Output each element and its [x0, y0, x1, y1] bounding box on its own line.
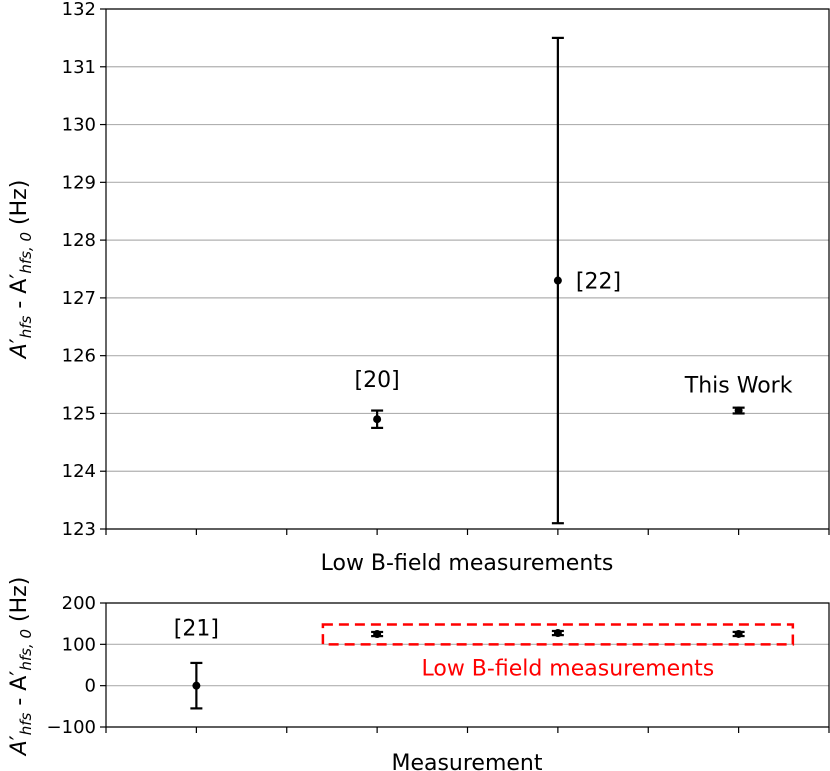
- bottom-x-ticks: [105, 727, 830, 733]
- data-point: [192, 681, 201, 690]
- top-x-axis-label: Low B-field measurements: [321, 551, 614, 576]
- point-label: [20]: [355, 368, 400, 393]
- y-tick-label: 130: [62, 115, 96, 136]
- top-y-ticks: 123 124 125 126 127 128 129 130 131 132: [62, 0, 106, 540]
- data-point: [734, 406, 743, 415]
- y-tick-label: 124: [62, 461, 96, 482]
- top-panel: 123 124 125 126 127 128 129 130 131 132 [20] [22] T…: [7, 0, 830, 576]
- top-x-ticks: [105, 529, 830, 535]
- y-tick-label: −100: [47, 717, 96, 738]
- y-tick-label: 0: [85, 676, 96, 697]
- data-point: [553, 629, 562, 638]
- y-tick-label: 126: [62, 346, 96, 367]
- top-plot-frame: [105, 8, 830, 530]
- y-tick-label: 132: [62, 0, 96, 20]
- y-tick-label: 123: [62, 519, 96, 540]
- low-b-field-box: [321, 623, 795, 646]
- top-y-axis-label: A′hfs - A′hfs, 0 (Hz): [7, 180, 35, 361]
- y-tick-label: 131: [62, 57, 96, 78]
- y-tick-label: 128: [62, 230, 96, 251]
- bottom-x-axis-label: Measurement: [391, 751, 542, 771]
- top-points: [20] [22] This Work: [355, 36, 793, 525]
- point-label: [22]: [576, 270, 621, 295]
- bottom-panel: −100 0 100 200 Low B-field measurements [21…: [7, 577, 830, 771]
- y-tick-label: 200: [62, 593, 96, 614]
- data-point: [373, 415, 382, 424]
- data-point: [373, 630, 382, 639]
- y-tick-label: 129: [62, 172, 96, 193]
- bottom-points: [21]: [174, 617, 745, 710]
- y-tick-label: 100: [62, 634, 96, 655]
- data-point: [734, 629, 743, 638]
- y-tick-label: 125: [62, 403, 96, 424]
- y-tick-label: 127: [62, 288, 96, 309]
- low-b-field-box-label: Low B-field measurements: [421, 656, 714, 681]
- bottom-y-axis-label: A′hfs - A′hfs, 0 (Hz): [7, 577, 35, 758]
- data-point: [553, 276, 562, 285]
- top-gridlines: [106, 8, 829, 530]
- bottom-plot-frame: [105, 602, 830, 728]
- point-label: This Work: [684, 374, 793, 399]
- bottom-y-ticks: −100 0 100 200: [47, 593, 106, 738]
- point-label: [21]: [174, 617, 219, 642]
